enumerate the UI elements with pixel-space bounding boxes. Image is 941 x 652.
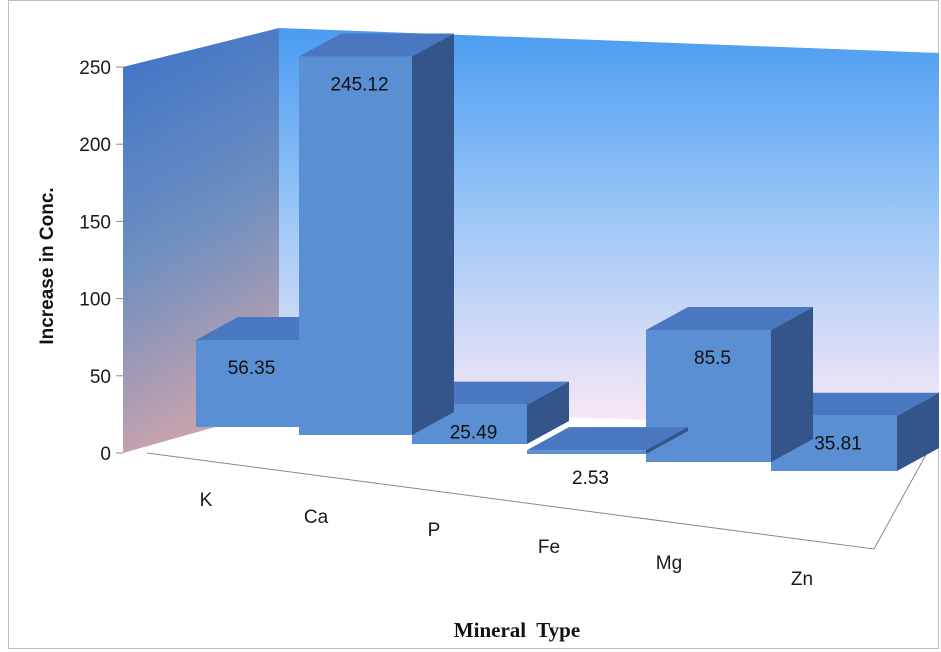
x-tick-label: Mg [656, 553, 682, 574]
bars: 35.81 85.5 2.53 25.49 56.35 245.12 [196, 33, 939, 489]
x-tick-label: K [200, 490, 213, 511]
y-tick-label: 50 [90, 367, 111, 388]
bar-top-face [527, 427, 688, 451]
data-label: 2.53 [572, 468, 609, 489]
y-tick-label: 150 [79, 212, 111, 233]
bar-top-face [646, 306, 813, 330]
x-tick-label: P [428, 520, 441, 541]
data-label: 25.49 [450, 423, 498, 444]
bar-side-face [412, 33, 454, 435]
floor-edge [146, 430, 940, 550]
bar-top-face [299, 33, 454, 57]
bar-ca: 245.12 [299, 33, 454, 435]
bar-side-face [771, 306, 813, 462]
y-tick-label: 0 [100, 444, 111, 465]
data-label: 56.35 [228, 358, 276, 379]
bar-fe: 2.53 [527, 427, 688, 489]
bar-side-face [897, 392, 939, 471]
y-tick-label: 250 [79, 58, 111, 79]
x-tick-label: Zn [791, 569, 813, 590]
bar-side-face [646, 427, 688, 454]
y-tick-label: 200 [79, 135, 111, 156]
bar-front-face [527, 450, 646, 454]
bar-front-face [196, 339, 299, 427]
x-tick-label: Ca [304, 507, 329, 528]
x-axis-title: Mineral Type [454, 618, 580, 642]
y-axis-title: Increase in Conc. [37, 187, 58, 344]
y-tick-label: 100 [79, 290, 111, 311]
y-axis: 0 50 100 150 200 250 [79, 58, 123, 465]
x-axis: K Ca P Fe Mg Zn [200, 490, 813, 590]
data-label: 245.12 [330, 75, 388, 96]
chart-frame: 0 50 100 150 200 250 35.81 85.5 2.53 25.49 56.35 2… [8, 0, 940, 649]
data-label: 35.81 [814, 434, 862, 455]
bar-mg: 85.5 [646, 306, 813, 462]
bar-front-face [299, 56, 412, 435]
bar-side-face [527, 381, 569, 444]
x-tick-label: Fe [538, 537, 560, 558]
data-label: 85.5 [694, 348, 731, 369]
mineral-concentration-chart: 0 50 100 150 200 250 35.81 85.5 2.53 25.49 56.35 2… [37, 28, 940, 642]
